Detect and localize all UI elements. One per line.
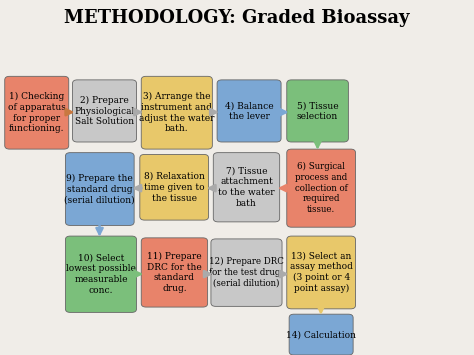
Text: 8) Relaxation
time given to
the tissue: 8) Relaxation time given to the tissue [144, 172, 205, 202]
Text: 14) Calculation: 14) Calculation [286, 330, 356, 339]
Text: 6) Surgical
process and
collection of
required
tissue.: 6) Surgical process and collection of re… [295, 162, 347, 214]
Text: 2) Prepare
Physiological
Salt Solution: 2) Prepare Physiological Salt Solution [74, 95, 135, 126]
FancyBboxPatch shape [141, 238, 208, 307]
FancyBboxPatch shape [289, 314, 353, 355]
FancyBboxPatch shape [140, 154, 209, 220]
FancyBboxPatch shape [287, 236, 356, 309]
Text: METHODOLOGY: Graded Bioassay: METHODOLOGY: Graded Bioassay [64, 9, 410, 27]
FancyBboxPatch shape [211, 239, 282, 306]
FancyBboxPatch shape [287, 149, 356, 227]
FancyBboxPatch shape [65, 236, 137, 312]
Text: 5) Tissue
selection: 5) Tissue selection [297, 101, 338, 121]
Text: 7) Tissue
attachment
to the water
bath: 7) Tissue attachment to the water bath [218, 166, 275, 208]
Text: 12) Prepare DRC
for the test drug.
(serial dilution): 12) Prepare DRC for the test drug. (seri… [209, 257, 284, 288]
FancyBboxPatch shape [217, 80, 281, 142]
FancyBboxPatch shape [65, 153, 134, 225]
FancyBboxPatch shape [73, 80, 137, 142]
Text: 9) Prepare the
standard drug
(serial dilution): 9) Prepare the standard drug (serial dil… [64, 174, 135, 204]
FancyBboxPatch shape [5, 76, 69, 149]
FancyBboxPatch shape [141, 76, 212, 149]
Text: 1) Checking
of apparatus
for proper
functioning.: 1) Checking of apparatus for proper func… [8, 92, 66, 133]
FancyBboxPatch shape [213, 153, 280, 222]
Text: 3) Arrange the
instrument and
adjust the water
bath.: 3) Arrange the instrument and adjust the… [139, 92, 215, 133]
Text: 11) Prepare
DRC for the
standard
drug.: 11) Prepare DRC for the standard drug. [147, 252, 202, 293]
Text: 13) Select an
assay method
(3 point or 4
point assay): 13) Select an assay method (3 point or 4… [290, 252, 353, 293]
Text: 4) Balance
the lever: 4) Balance the lever [225, 101, 273, 121]
FancyBboxPatch shape [287, 80, 348, 142]
Text: 10) Select
lowest possible
measurable
conc.: 10) Select lowest possible measurable co… [66, 253, 136, 295]
